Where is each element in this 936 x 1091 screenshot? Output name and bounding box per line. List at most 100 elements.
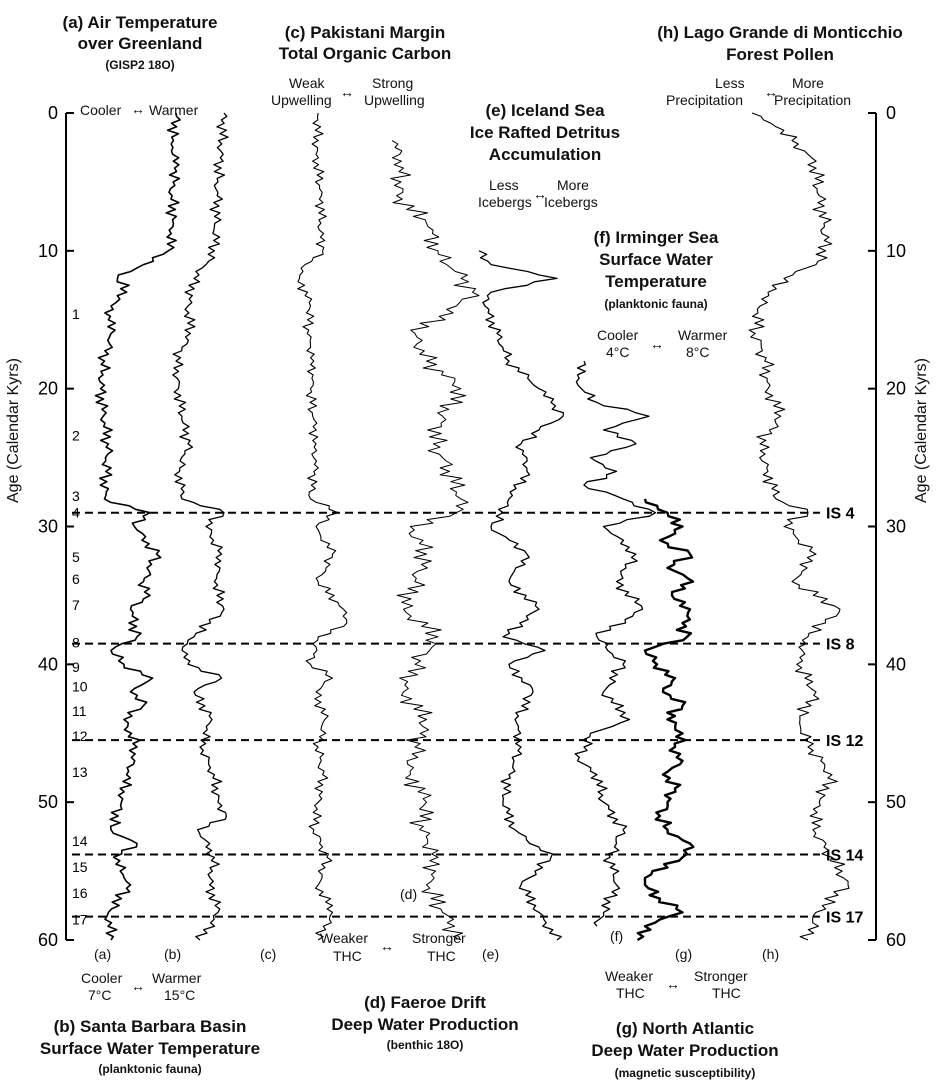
panel-a-title-2: over Greenland — [77, 34, 203, 53]
panel-f-left-label-1: Cooler — [597, 327, 639, 343]
panel-h-title-2: Forest Pollen — [726, 45, 834, 64]
left-axis-label: Age (Calendar Kyrs) — [5, 358, 22, 503]
event-number-label: 6 — [72, 571, 80, 587]
panel-f-left-label-2: 4°C — [606, 344, 630, 360]
curves-layer — [94, 112, 850, 942]
panel-b-subtitle: (planktonic fauna) — [98, 1062, 202, 1076]
panel-c-left-label-1: Weak — [289, 75, 325, 91]
panel-f-tag: (f) — [610, 928, 624, 944]
panel-c-right-label-1: Strong — [372, 75, 414, 91]
panel-b-title: (b) Santa Barbara Basin — [53, 1017, 247, 1036]
event-number-label: 16 — [72, 885, 88, 901]
event-number-label: 8 — [72, 634, 80, 650]
panel-b-right-label-1: Warmer — [152, 970, 202, 986]
panel-a-arrow: ↔ — [131, 101, 145, 117]
panel-d-right-label-2: THC — [427, 948, 456, 964]
panel-c-right-label-2: Upwelling — [364, 92, 425, 108]
panel-d-arrow: ↔ — [380, 938, 394, 954]
series-g-line — [636, 498, 695, 942]
event-number-label: 9 — [72, 659, 80, 675]
panel-h-title: (h) Lago Grande di Monticchio — [657, 23, 903, 42]
event-number-label: 14 — [72, 833, 88, 849]
panel-g-subtitle: (magnetic susceptibility) — [614, 1066, 756, 1080]
panel-h-right-label-1: More — [792, 75, 824, 91]
left-tick-label: 20 — [38, 379, 58, 399]
panel-g-arrow: ↔ — [666, 976, 680, 992]
event-number-label: 1 — [72, 306, 80, 322]
interstadial-label: IS 8 — [826, 637, 855, 654]
series-f-line — [574, 360, 657, 927]
panel-d-left-label-1: Weaker — [320, 930, 368, 946]
panel-e-title-3: Accumulation — [488, 145, 602, 164]
panel-e-right-label-2: Icebergs — [544, 194, 598, 210]
left-tick-label: 40 — [38, 654, 58, 674]
panel-a-left-label: Cooler — [80, 102, 122, 118]
panel-e-left-label-2: Icebergs — [478, 194, 532, 210]
panel-d-right-label-1: Stronger — [412, 930, 466, 946]
right-tick-label: 10 — [886, 241, 906, 261]
panel-f-title-3: Temperature — [605, 272, 707, 291]
left-tick-label: 30 — [38, 517, 58, 537]
panel-h-left-label-1: Less — [715, 75, 745, 91]
panel-g-left-label-1: Weaker — [605, 968, 653, 984]
series-e-line — [478, 250, 565, 941]
series-c-line — [297, 112, 348, 941]
panel-g-tag: (g) — [675, 946, 693, 962]
right-tick-label: 20 — [886, 379, 906, 399]
right-tick-label: 0 — [886, 103, 896, 123]
panel-g-right-label-1: Stronger — [694, 968, 748, 984]
panel-h-left-label-2: Precipitation — [666, 92, 744, 108]
panel-d-title-2: Deep Water Production — [331, 1015, 519, 1034]
left-tick-label: 60 — [38, 930, 58, 950]
panel-f-title: (f) Irminger Sea — [593, 228, 719, 247]
panel-h-tag: (h) — [762, 946, 780, 962]
panel-e-title: (e) Iceland Sea — [485, 101, 605, 120]
right-tick-label: 60 — [886, 930, 906, 950]
panel-b-right-label-2: 15°C — [164, 987, 196, 1003]
panel-e-left-label-1: Less — [489, 177, 519, 193]
panel-h-right-label-2: Precipitation — [774, 92, 852, 108]
panel-f-title-2: Surface Water — [599, 250, 713, 269]
series-a-line — [94, 112, 181, 941]
event-number-label: 2 — [72, 428, 80, 444]
interstadial-label: IS 14 — [826, 848, 863, 865]
event-number-label: 5 — [72, 549, 80, 565]
panel-b-left-label-2: 7°C — [88, 987, 112, 1003]
panel-a-tag: (a) — [94, 946, 112, 962]
left-tick-label: 10 — [38, 241, 58, 261]
panel-h-arrow: ↔ — [764, 84, 778, 100]
panel-f-subtitle: (planktonic fauna) — [604, 297, 708, 311]
left-tick-label: 50 — [38, 792, 58, 812]
right-axis-label: Age (Calendar Kyrs) — [913, 358, 930, 503]
panel-e-arrow: ↔ — [533, 186, 547, 202]
panel-g-left-label-2: THC — [616, 985, 645, 1001]
left-tick-label: 0 — [48, 103, 58, 123]
panel-a-right-label: Warmer — [149, 102, 199, 118]
panel-d-tag: (d) — [400, 886, 418, 902]
panel-d-title: (d) Faeroe Drift — [364, 993, 486, 1012]
event-number-label: 17 — [72, 911, 88, 927]
panel-c-title: (c) Pakistani Margin — [284, 23, 446, 42]
panel-e-tag: (e) — [482, 946, 500, 962]
panel-f-arrow: ↔ — [650, 336, 664, 352]
series-h-line — [748, 112, 850, 941]
event-number-label: 13 — [72, 764, 88, 780]
panel-a-title: (a) Air Temperature — [62, 13, 218, 32]
panel-f-right-label-1: Warmer — [678, 327, 728, 343]
panel-c-title-2: Total Organic Carbon — [278, 44, 452, 63]
panel-b-left-label-1: Cooler — [81, 970, 123, 986]
panel-c-left-label-2: Upwelling — [271, 92, 332, 108]
panel-d-left-label-2: THC — [333, 948, 362, 964]
panel-b-tag: (b) — [164, 946, 182, 962]
panel-g-title-2: Deep Water Production — [591, 1041, 779, 1060]
panel-g-title: (g) North Atlantic — [615, 1019, 755, 1038]
right-tick-label: 30 — [886, 517, 906, 537]
event-number-label: 3 — [72, 488, 80, 504]
event-number-label: 7 — [72, 597, 80, 613]
panel-f-right-label-2: 8°C — [686, 344, 710, 360]
right-tick-label: 50 — [886, 792, 906, 812]
series-b-line — [172, 112, 229, 941]
panel-c-arrow: ↔ — [340, 84, 354, 100]
